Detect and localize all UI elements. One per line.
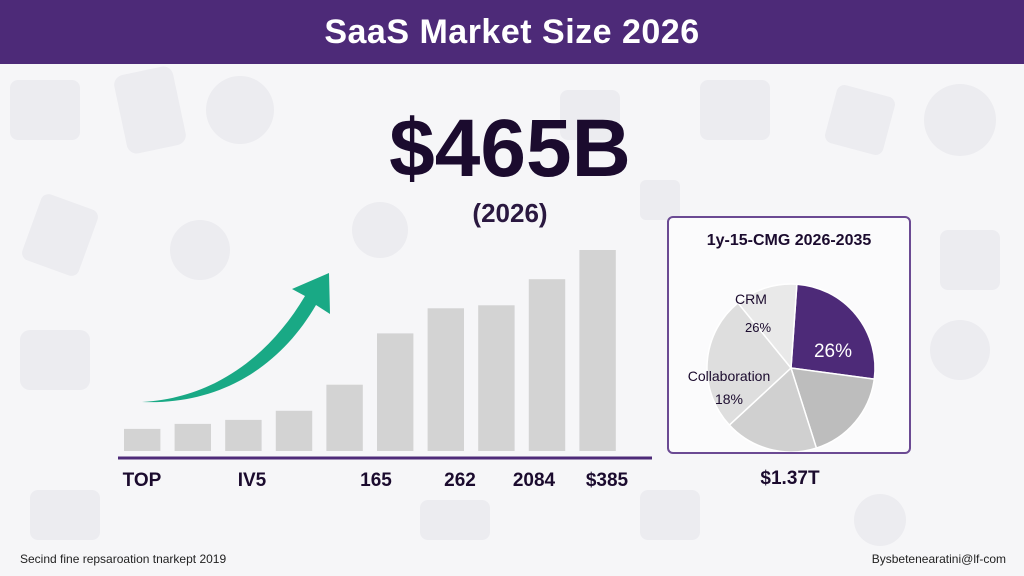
bar [326, 384, 363, 451]
bar [528, 279, 566, 451]
bar [124, 428, 161, 451]
pie-value-label: 26% [814, 341, 852, 362]
bar-group [124, 250, 616, 451]
pie-card: 1y-15-CMG 2026-2035 26% CRM 26% Collaborati… [667, 216, 911, 454]
bar [377, 333, 414, 451]
bar [174, 423, 211, 451]
pie-category-label: Collaboration [688, 368, 771, 384]
x-tick-label: 2084 [513, 470, 556, 491]
pie-slices [706, 283, 876, 452]
pie-total-label: $1.37T [760, 468, 820, 489]
pie-labels: 26% CRM 26% Collaboration 18% [688, 291, 852, 407]
pie-slice [789, 367, 876, 450]
page-title: SaaS Market Size 2026 [324, 12, 700, 51]
bar [225, 419, 262, 451]
x-tick-labels: TOP IV5 165 262 2084 $385 [123, 470, 629, 491]
x-tick-label: 165 [360, 470, 392, 491]
headline-value: $465B [389, 103, 631, 194]
footer-source: Secind fine repsaroation tnarkept 2019 [20, 552, 227, 566]
header-bar: SaaS Market Size 2026 [0, 0, 1024, 64]
pie-chart: 26% CRM 26% Collaboration 18% [688, 283, 876, 452]
bar [427, 308, 464, 451]
pie-value-label: 26% [745, 320, 771, 335]
pie-slice [706, 301, 793, 427]
bar [275, 410, 313, 451]
x-tick-label: IV5 [238, 470, 267, 491]
pie-slice [736, 283, 798, 370]
bar [579, 250, 616, 451]
pie-category-label: CRM [735, 291, 767, 307]
bar [478, 305, 515, 451]
headline-subtitle: (2026) [472, 198, 548, 228]
x-tick-label: 262 [444, 470, 476, 491]
pie-slice [728, 366, 818, 452]
x-tick-label: TOP [123, 470, 162, 491]
pie-value-label: 18% [715, 391, 743, 407]
upward-trend-arrow-icon [142, 273, 330, 403]
pie-title: 1y-15-CMG 2026-2035 [706, 232, 872, 249]
footer-credit: Bysbetenearatini@lf-com [871, 552, 1006, 566]
x-tick-label: $385 [586, 470, 629, 491]
pie-slice [790, 283, 876, 380]
